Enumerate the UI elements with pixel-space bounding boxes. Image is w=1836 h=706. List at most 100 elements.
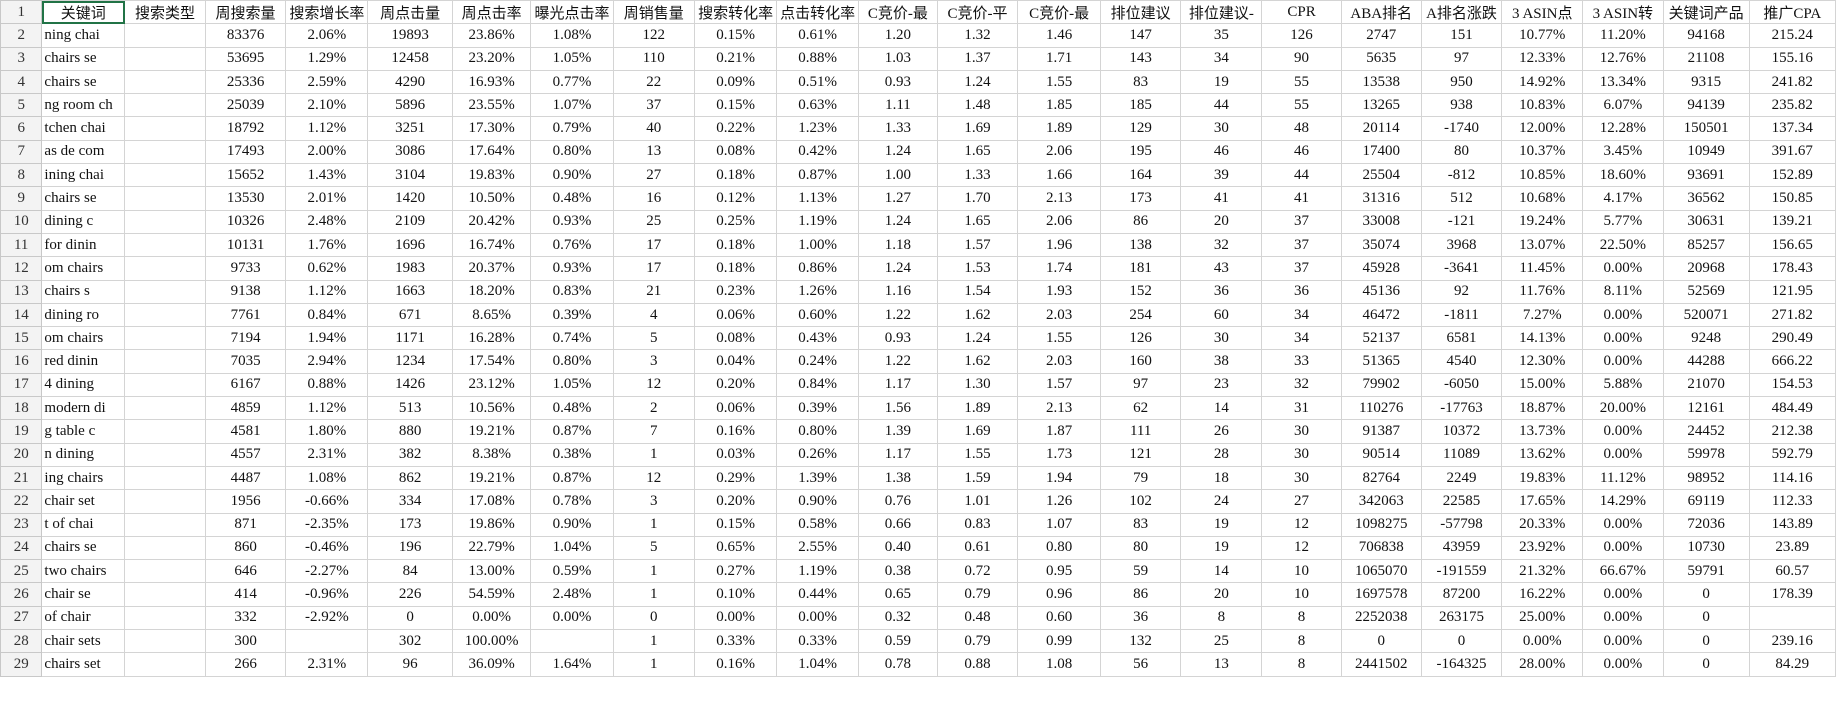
cell[interactable]: 1.73 — [1017, 442, 1101, 467]
cell[interactable] — [530, 629, 614, 654]
cell[interactable]: 1.12% — [285, 279, 369, 304]
cell[interactable]: 0.00% — [1582, 256, 1664, 281]
column-header[interactable]: A排名涨跌 — [1420, 0, 1503, 25]
cell[interactable]: 0.90% — [530, 512, 614, 537]
cell[interactable]: 0.43% — [776, 326, 860, 351]
cell[interactable]: 17.65% — [1501, 489, 1584, 514]
cell[interactable]: -121 — [1420, 209, 1503, 234]
cell[interactable]: 22 — [612, 69, 696, 95]
cell[interactable]: 0.15% — [694, 23, 778, 48]
cell[interactable] — [124, 326, 206, 351]
cell[interactable]: 0.93 — [858, 326, 938, 351]
cell[interactable]: 32 — [1261, 372, 1342, 398]
cell[interactable]: 1.62 — [936, 302, 1019, 328]
cell[interactable]: 1.70 — [936, 186, 1019, 211]
cell[interactable]: 0.80% — [530, 349, 614, 374]
cell[interactable]: 33008 — [1340, 209, 1422, 234]
cell[interactable]: 0.00% — [451, 605, 532, 631]
cell[interactable]: 334 — [367, 489, 453, 514]
cell[interactable]: 181 — [1099, 256, 1182, 281]
cell[interactable]: 10.50% — [451, 186, 532, 211]
cell[interactable]: 1426 — [367, 372, 453, 398]
cell[interactable]: 30 — [1180, 326, 1263, 351]
cell[interactable]: 10.83% — [1501, 93, 1584, 118]
cell[interactable]: 1983 — [367, 256, 453, 281]
cell[interactable]: 151 — [1420, 23, 1503, 48]
cell[interactable]: 111 — [1099, 419, 1182, 444]
cell[interactable]: 10.68% — [1501, 186, 1584, 211]
cell[interactable]: 17400 — [1340, 139, 1422, 165]
cell[interactable]: 1.89 — [936, 396, 1019, 421]
cell[interactable]: 178.43 — [1748, 256, 1836, 281]
cell[interactable]: 10 — [1261, 582, 1342, 607]
cell[interactable]: 18 — [1180, 465, 1263, 491]
cell[interactable]: 520071 — [1662, 302, 1750, 328]
cell[interactable]: 0.87% — [530, 465, 614, 491]
cell[interactable]: 0.95 — [1017, 559, 1101, 584]
cell[interactable]: 0.84% — [776, 372, 860, 398]
cell[interactable]: 0.25% — [694, 209, 778, 234]
cell[interactable]: 54.59% — [451, 582, 532, 607]
cell[interactable]: 72036 — [1662, 512, 1750, 537]
cell[interactable] — [124, 256, 206, 281]
cell[interactable]: 2441502 — [1340, 652, 1422, 677]
cell[interactable]: 1.43% — [285, 163, 369, 188]
cell[interactable]: 0.42% — [776, 139, 860, 165]
cell[interactable]: 22.50% — [1582, 232, 1664, 258]
cell[interactable]: 37 — [612, 93, 696, 118]
cell[interactable]: 215.24 — [1748, 23, 1836, 48]
cell[interactable]: 59 — [1099, 559, 1182, 584]
cell[interactable] — [124, 605, 206, 631]
cell[interactable]: 5.77% — [1582, 209, 1664, 234]
cell[interactable]: 12.00% — [1501, 116, 1584, 141]
cell[interactable]: 254 — [1099, 302, 1182, 328]
cell[interactable]: 8.11% — [1582, 279, 1664, 304]
cell[interactable]: 10730 — [1662, 535, 1750, 561]
cell[interactable]: 18.60% — [1582, 163, 1664, 188]
cell[interactable]: 0.87% — [530, 419, 614, 444]
cell[interactable]: 0.24% — [776, 349, 860, 374]
cell[interactable]: 1.29% — [285, 46, 369, 71]
cell[interactable]: 2.00% — [285, 139, 369, 165]
cell[interactable]: 5896 — [367, 93, 453, 118]
cell[interactable]: 0.90% — [530, 163, 614, 188]
cell[interactable]: 0.16% — [694, 652, 778, 677]
cell[interactable]: 12 — [1261, 512, 1342, 537]
column-header[interactable]: 周搜索量 — [204, 0, 287, 25]
cell[interactable]: 45928 — [1340, 256, 1422, 281]
cell[interactable]: 6.07% — [1582, 93, 1664, 118]
cell[interactable]: 1.17 — [858, 442, 938, 467]
cell[interactable]: 150501 — [1662, 116, 1750, 141]
cell[interactable]: 36 — [1099, 605, 1182, 631]
cell[interactable]: 290.49 — [1748, 326, 1836, 351]
column-header[interactable]: 关键词 — [41, 0, 126, 25]
cell[interactable]: 18.20% — [451, 279, 532, 304]
column-header[interactable]: 周销售量 — [612, 0, 696, 25]
cell[interactable]: 27 — [612, 163, 696, 188]
cell[interactable]: 19.24% — [1501, 209, 1584, 234]
cell[interactable]: 871 — [204, 512, 287, 537]
cell[interactable]: 21 — [612, 279, 696, 304]
cell[interactable]: 0.00% — [1582, 652, 1664, 677]
cell[interactable]: 0.27% — [694, 559, 778, 584]
cell[interactable]: 0.88% — [285, 372, 369, 398]
cell[interactable]: 19893 — [367, 23, 453, 48]
cell[interactable]: 62 — [1099, 396, 1182, 421]
cell[interactable]: -812 — [1420, 163, 1503, 188]
cell[interactable]: n dining — [41, 442, 126, 467]
cell[interactable]: 31316 — [1340, 186, 1422, 211]
cell[interactable]: 15.00% — [1501, 372, 1584, 398]
cell[interactable]: 1.08 — [1017, 652, 1101, 677]
cell[interactable]: 17.64% — [451, 139, 532, 165]
cell[interactable]: 35 — [1180, 23, 1263, 48]
cell[interactable]: ng room ch — [41, 93, 126, 118]
cell[interactable]: 1.85 — [1017, 93, 1101, 118]
cell[interactable]: 1.56 — [858, 396, 938, 421]
cell[interactable]: 0 — [1662, 582, 1750, 607]
cell[interactable]: 302 — [367, 629, 453, 654]
cell[interactable]: 0.00% — [1582, 605, 1664, 631]
cell[interactable]: 53695 — [204, 46, 287, 71]
cell[interactable]: 11.45% — [1501, 256, 1584, 281]
cell[interactable]: 1.80% — [285, 419, 369, 444]
cell[interactable]: 1420 — [367, 186, 453, 211]
